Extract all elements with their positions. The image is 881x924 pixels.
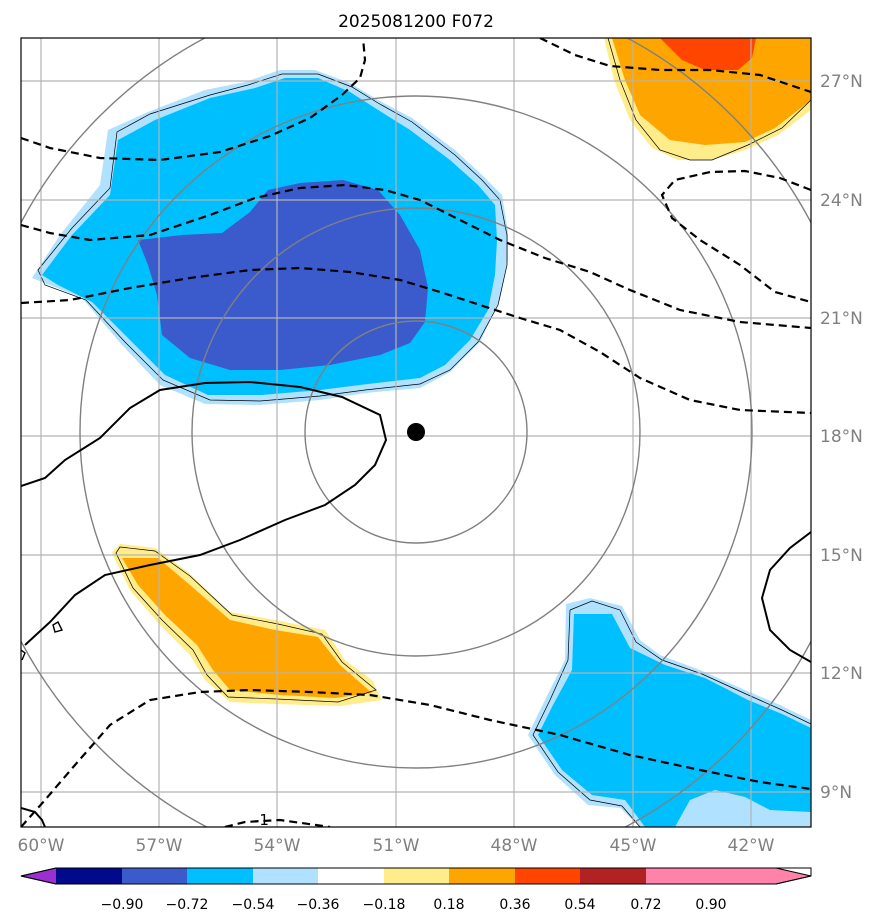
colorbar-label: 0.36 (499, 897, 530, 913)
colorbar-label: 0.18 (433, 897, 464, 913)
colorbar-label: 0.54 (564, 897, 595, 913)
anomaly-region-northeast-core (660, 38, 756, 70)
lon-tick-label: 57°W (136, 836, 183, 856)
range-rings (21, 38, 811, 827)
colorbar-labels: −0.90 −0.72 −0.54 −0.36 −0.18 0.18 0.36 … (101, 897, 727, 913)
colorbar-segment (253, 868, 318, 884)
colorbar: −0.90 −0.72 −0.54 −0.36 −0.18 0.18 0.36 … (20, 867, 812, 913)
map-title: 2025081200 F072 (338, 12, 494, 32)
colorbar-segment (318, 868, 384, 884)
lon-tick-label: 54°W (254, 836, 301, 856)
colorbar-segment (449, 868, 515, 884)
colorbar-label: −0.72 (166, 897, 209, 913)
anomaly-region-southeast-mid (538, 614, 811, 827)
dashed-contours (21, 38, 811, 827)
anomaly-region-southwest-mid (122, 558, 372, 698)
lat-tick-label: 18°N (820, 427, 863, 447)
colorbar-label: −0.36 (297, 897, 340, 913)
solid-contours (21, 380, 811, 827)
colorbar-label: 0.90 (695, 897, 726, 913)
map-frame (20, 37, 812, 828)
lon-tick-label: 42°W (728, 836, 775, 856)
colorbar-extend-high (711, 868, 811, 884)
colorbar-label: −0.54 (232, 897, 275, 913)
lat-tick-label: 9°N (820, 783, 852, 803)
colorbar-segment (122, 868, 187, 884)
lat-tick-label: 27°N (820, 72, 863, 92)
colorbar-extend-low (21, 868, 56, 884)
lon-tick-label: 51°W (373, 836, 420, 856)
colorbar-segment (580, 868, 646, 884)
lat-tick-label: 21°N (820, 309, 863, 329)
storm-center-marker (407, 423, 425, 441)
colorbar-segment (646, 868, 711, 884)
colorbar-segment (187, 868, 253, 884)
lat-tick-label: 15°N (820, 546, 863, 566)
lat-tick-labels: 9°N 12°N 15°N 18°N 21°N 24°N 27°N (820, 72, 863, 803)
contour-label: -1 (254, 811, 269, 829)
colorbar-segment (515, 868, 580, 884)
lon-tick-label: 45°W (610, 836, 657, 856)
colorbar-label: 0.72 (630, 897, 661, 913)
colorbar-segment (56, 868, 122, 884)
graticule (21, 38, 811, 827)
lon-tick-label: 48°W (491, 836, 538, 856)
lon-tick-label: 60°W (18, 836, 65, 856)
lat-tick-label: 12°N (820, 664, 863, 684)
anomaly-region-northeast-mid (612, 38, 811, 145)
colorbar-segment (384, 868, 449, 884)
anomaly-fill-layer (32, 38, 811, 827)
lat-tick-label: 24°N (820, 191, 863, 211)
colorbar-label: −0.18 (363, 897, 406, 913)
lon-tick-labels: 60°W 57°W 54°W 51°W 48°W 45°W 42°W (18, 836, 775, 856)
map-plot-area: -1 (21, 38, 811, 829)
colorbar-label: −0.90 (101, 897, 144, 913)
anomaly-region-north-core (138, 180, 428, 370)
